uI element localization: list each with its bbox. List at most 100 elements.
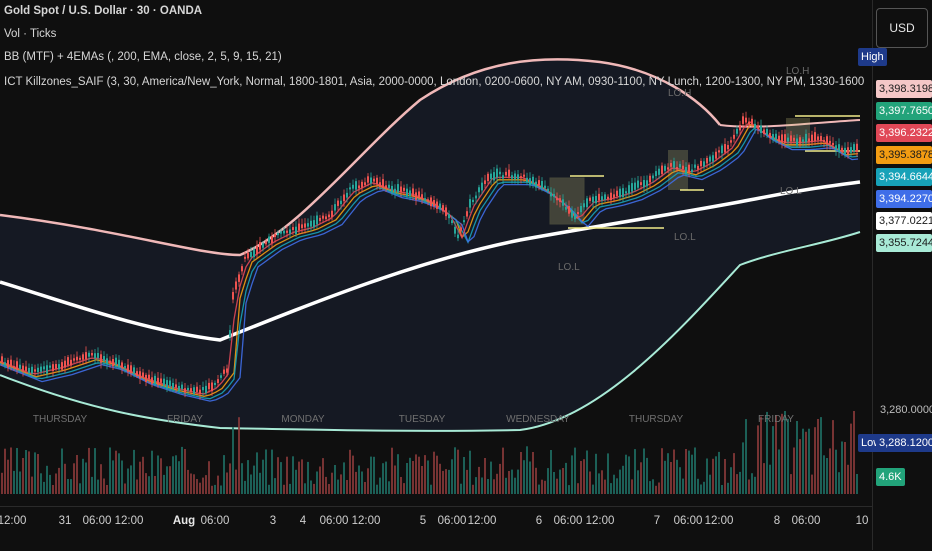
candle-body <box>397 184 399 193</box>
volume-bar <box>130 465 132 494</box>
volume-bar <box>514 477 516 494</box>
candle-body <box>538 180 540 186</box>
candle-body <box>175 384 177 388</box>
volume-bar <box>85 462 87 494</box>
candle-body <box>166 380 168 389</box>
volume-bar <box>463 457 465 494</box>
volume-bar <box>79 483 81 494</box>
volume-bar <box>205 475 207 494</box>
day-marker: FRIDAY <box>167 414 203 425</box>
candle-body <box>748 121 750 125</box>
volume-bar <box>535 467 537 494</box>
volume-bar <box>433 451 435 494</box>
volume-bar <box>523 460 525 494</box>
candle-body <box>619 188 621 198</box>
candle-body <box>208 382 210 390</box>
volume-bar <box>805 431 807 494</box>
time-axis-label: 12:00 <box>351 515 381 527</box>
volume-bar <box>736 474 738 494</box>
volume-bar <box>382 463 384 494</box>
candle-body <box>724 144 726 153</box>
candle-body <box>412 188 414 197</box>
candle-body <box>331 210 333 217</box>
volume-bar <box>520 452 522 494</box>
candle-body <box>583 203 585 208</box>
candle-body <box>76 356 78 361</box>
ict-legend[interactable]: ICT Killzones_SAIF (3, 30, America/New_Y… <box>4 76 864 88</box>
volume-bar <box>16 448 18 494</box>
time-axis-label: 6 <box>535 515 543 527</box>
volume-bar <box>61 448 63 494</box>
time-axis[interactable]: 12:00 31 06:00 12:00 Aug 06:00 3 4 06:00 12:00 5 06… <box>0 506 872 551</box>
candle-body <box>253 249 255 258</box>
low-price-tag: 3,288.12000 <box>876 434 932 452</box>
price-chart[interactable] <box>0 0 872 506</box>
bb-upper-line-tail <box>719 119 861 128</box>
volume-bar <box>199 482 201 494</box>
bb-lower-line <box>0 231 861 432</box>
candle-body <box>241 266 243 272</box>
candle-body <box>577 212 579 215</box>
high-tag: High <box>858 48 887 66</box>
volume-bar <box>487 479 489 494</box>
volume-bar <box>586 450 588 494</box>
candle-body <box>517 174 519 180</box>
volume-bar <box>484 458 486 494</box>
candle-body <box>700 160 702 167</box>
volume-bar <box>631 479 633 494</box>
price-tag: 3,355.72446 <box>876 234 932 252</box>
volume-bar <box>436 455 438 494</box>
symbol-legend[interactable]: Gold Spot / U.S. Dollar · 30 · OANDA <box>4 5 203 17</box>
candle-body <box>400 186 402 193</box>
volume-bar <box>271 449 273 494</box>
volume-bar <box>295 469 297 494</box>
volume-bar <box>628 456 630 494</box>
volume-bar <box>832 420 834 494</box>
volume-bar <box>187 469 189 494</box>
volume-bar <box>67 479 69 494</box>
volume-bar <box>706 458 708 494</box>
volume-bar <box>283 484 285 494</box>
volume-bar <box>37 454 39 494</box>
candle-body <box>142 372 144 378</box>
volume-bar <box>778 449 780 494</box>
volume-legend[interactable]: Vol · Ticks <box>4 28 57 40</box>
volume-bar <box>97 479 99 494</box>
candle-body <box>823 139 825 142</box>
chart-area[interactable]: Gold Spot / U.S. Dollar · 30 · OANDA Vol… <box>0 0 872 506</box>
volume-bar <box>268 484 270 494</box>
volume-bar <box>211 485 213 494</box>
volume-bar <box>568 485 570 494</box>
volume-bar <box>856 474 858 494</box>
candle-body <box>778 135 780 142</box>
candle-body <box>373 178 375 182</box>
volume-bar <box>175 455 177 494</box>
candle-body <box>1 356 3 363</box>
time-axis-label: 06:00 <box>200 515 230 527</box>
volume-bar <box>544 480 546 494</box>
candle-body <box>271 236 273 244</box>
candle-body <box>586 198 588 208</box>
volume-bar <box>562 468 564 494</box>
volume-bar <box>157 455 159 494</box>
volume-bar <box>352 455 354 494</box>
volume-bar <box>730 467 732 494</box>
volume-bar <box>676 459 678 494</box>
candle-body <box>199 389 201 394</box>
volume-bar <box>826 458 828 494</box>
volume-bar <box>541 479 543 494</box>
candle-body <box>157 377 159 385</box>
candle-body <box>43 366 45 370</box>
candle-body <box>343 194 345 202</box>
volume-bar <box>790 474 792 494</box>
candle-body <box>469 199 471 208</box>
candle-body <box>463 220 465 223</box>
volume-bar <box>598 473 600 494</box>
volume-bar <box>829 448 831 494</box>
volume-bar <box>451 459 453 494</box>
candle-body <box>349 187 351 190</box>
candle-body <box>445 207 447 217</box>
candle-body <box>739 124 741 131</box>
currency-button[interactable]: USD <box>876 8 928 48</box>
bb-legend[interactable]: BB (MTF) + 4EMAs (, 200, EMA, close, 2, … <box>4 51 282 63</box>
